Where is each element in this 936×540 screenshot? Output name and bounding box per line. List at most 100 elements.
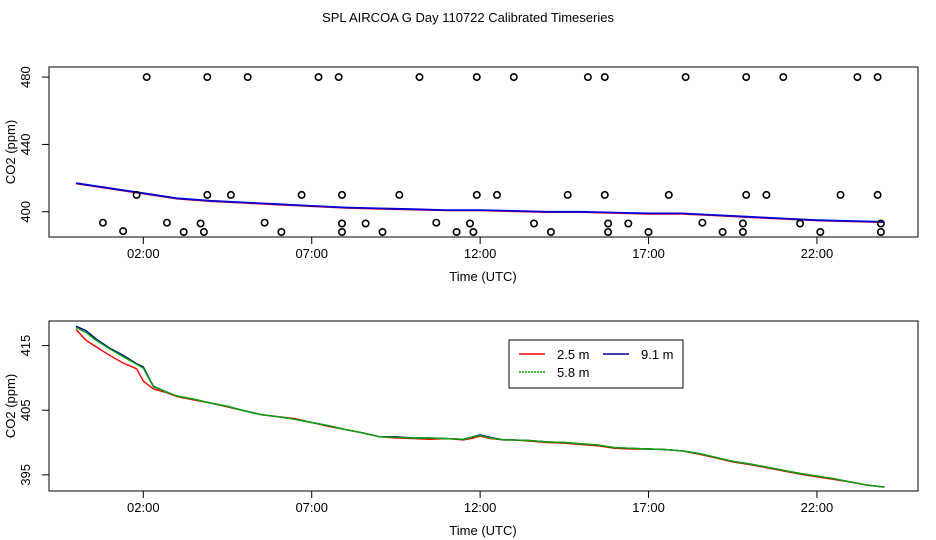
data-point	[337, 219, 346, 228]
data-point	[738, 219, 747, 228]
x-tick-label: 12:00	[464, 246, 497, 261]
data-point	[509, 73, 518, 82]
plot-frame	[48, 320, 919, 492]
data-point	[203, 73, 212, 82]
legend-label-9-1m: 9.1 m	[641, 347, 674, 362]
data-point	[337, 228, 346, 237]
x-axis-label: Time (UTC)	[449, 269, 516, 284]
x-tick-label: 12:00	[464, 500, 497, 515]
data-point	[472, 190, 481, 199]
data-point	[469, 228, 478, 237]
data-point	[624, 219, 633, 228]
data-points	[98, 73, 885, 237]
x-tick-label: 17:00	[632, 500, 665, 515]
data-point	[600, 73, 609, 82]
y-tick-label: 480	[18, 66, 33, 88]
x-tick-label: 02:00	[127, 246, 160, 261]
series-line-2-5-m	[75, 328, 885, 488]
data-point	[853, 73, 862, 82]
data-point	[816, 228, 825, 237]
y-tick-label: 440	[18, 134, 33, 156]
data-point	[432, 218, 441, 227]
data-point	[226, 190, 235, 199]
data-point	[876, 228, 885, 237]
data-point	[698, 218, 707, 227]
data-point	[762, 190, 771, 199]
data-point	[742, 73, 751, 82]
legend-label-2-5m: 2.5 m	[557, 347, 590, 362]
line-panel: 02:00 07:00 12:00 17:00 22:00 395 405 415 Time…	[3, 320, 919, 538]
data-point	[664, 190, 673, 199]
data-point	[395, 190, 404, 199]
y-axis: 400 440 480	[18, 66, 49, 223]
data-point	[119, 227, 128, 236]
series-lines	[75, 325, 885, 488]
data-point	[243, 73, 252, 82]
y-tick-label: 395	[18, 464, 33, 486]
y-tick-label: 400	[18, 201, 33, 223]
scatter-panel: 02:00 07:00 12:00 17:00 22:00 400 440 480 Time…	[3, 66, 919, 284]
data-point	[546, 228, 555, 237]
data-point	[718, 228, 727, 237]
x-axis: 02:00 07:00 12:00 17:00 22:00	[127, 491, 833, 515]
data-point	[779, 73, 788, 82]
data-point	[742, 190, 751, 199]
data-point	[465, 219, 474, 228]
data-point	[492, 190, 501, 199]
y-tick-label: 405	[18, 399, 33, 421]
y-axis-label: CO2 (ppm)	[3, 120, 18, 184]
data-point	[583, 73, 592, 82]
data-point	[297, 190, 306, 199]
x-tick-label: 22:00	[801, 246, 834, 261]
data-point	[415, 73, 424, 82]
series-line-9-1-m	[75, 325, 885, 488]
trend-line-group	[75, 182, 885, 224]
data-point	[681, 73, 690, 82]
data-point	[142, 73, 151, 82]
data-point	[604, 228, 613, 237]
data-point	[378, 228, 387, 237]
data-point	[604, 219, 613, 228]
data-point	[334, 73, 343, 82]
data-point	[260, 218, 269, 227]
x-axis: 02:00 07:00 12:00 17:00 22:00	[127, 237, 833, 261]
data-point	[277, 228, 286, 237]
data-point	[644, 228, 653, 237]
x-axis-label: Time (UTC)	[449, 523, 516, 538]
data-point	[98, 218, 107, 227]
data-point	[203, 190, 212, 199]
legend: 2.5 m 9.1 m 5.8 m	[508, 339, 684, 389]
data-point	[529, 219, 538, 228]
trend-line	[75, 182, 885, 223]
data-point	[873, 73, 882, 82]
y-axis: 395 405 415	[18, 335, 49, 486]
x-tick-label: 07:00	[295, 246, 328, 261]
data-point	[199, 228, 208, 237]
data-point	[796, 219, 805, 228]
legend-label-5-8m: 5.8 m	[557, 365, 590, 380]
data-point	[452, 228, 461, 237]
data-point	[132, 190, 141, 199]
y-axis-label: CO2 (ppm)	[3, 374, 18, 438]
series-line-5-8-m	[75, 326, 885, 488]
plot-frame	[48, 66, 919, 238]
x-tick-label: 07:00	[295, 500, 328, 515]
data-point	[361, 219, 370, 228]
data-point	[472, 73, 481, 82]
data-point	[563, 190, 572, 199]
figure-title: SPL AIRCOA G Day 110722 Calibrated Times…	[322, 10, 614, 25]
data-point	[162, 218, 171, 227]
data-point	[337, 190, 346, 199]
legend-box	[508, 339, 684, 389]
data-point	[600, 190, 609, 199]
x-tick-label: 17:00	[632, 246, 665, 261]
data-point	[876, 219, 885, 228]
data-point	[873, 190, 882, 199]
data-point	[196, 219, 205, 228]
data-point	[179, 228, 188, 237]
y-tick-label: 415	[18, 335, 33, 357]
data-point	[738, 228, 747, 237]
data-point	[836, 190, 845, 199]
x-tick-label: 02:00	[127, 500, 160, 515]
